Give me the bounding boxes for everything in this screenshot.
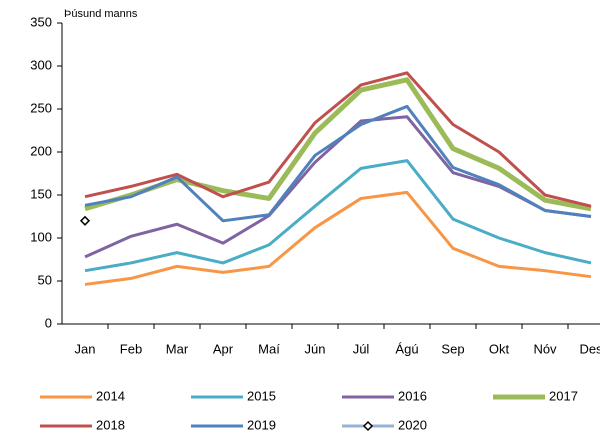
y-axis-label: Þúsund manns bbox=[64, 8, 138, 20]
x-tick-label: Maí bbox=[258, 341, 280, 356]
legend-marker bbox=[362, 420, 374, 432]
series-line bbox=[84, 71, 592, 208]
y-tick-label: 50 bbox=[38, 272, 52, 287]
series-line bbox=[84, 159, 592, 273]
y-tick-label: 250 bbox=[30, 100, 52, 115]
x-tick-label: Júl bbox=[353, 341, 370, 356]
y-tick-label: 200 bbox=[30, 143, 52, 158]
legend-label: 2018 bbox=[96, 417, 125, 432]
legend-label: 2014 bbox=[96, 388, 125, 403]
legend-label: 2019 bbox=[247, 417, 276, 432]
x-tick-label: Ágú bbox=[395, 341, 418, 356]
legend-label: 2016 bbox=[398, 388, 427, 403]
series-line bbox=[84, 77, 592, 212]
x-tick-label: Okt bbox=[489, 341, 510, 356]
x-tick-label: Jún bbox=[305, 341, 326, 356]
y-tick-label: 350 bbox=[30, 14, 52, 29]
legend-label: 2020 bbox=[398, 417, 427, 432]
x-tick-label: Des bbox=[579, 341, 600, 356]
x-tick-label: Mar bbox=[166, 341, 189, 356]
x-tick-label: Jan bbox=[75, 341, 96, 356]
y-tick-label: 100 bbox=[30, 229, 52, 244]
legend-label: 2017 bbox=[549, 388, 578, 403]
y-tick-label: 300 bbox=[30, 57, 52, 72]
x-tick-label: Sep bbox=[441, 341, 464, 356]
x-tick-label: Apr bbox=[213, 341, 234, 356]
x-tick-label: Nóv bbox=[533, 341, 557, 356]
y-tick-label: 0 bbox=[45, 315, 52, 330]
series-line bbox=[84, 190, 592, 286]
legend-label: 2015 bbox=[247, 388, 276, 403]
x-tick-label: Feb bbox=[120, 341, 142, 356]
y-tick-label: 150 bbox=[30, 186, 52, 201]
series-line bbox=[84, 104, 592, 223]
series-marker bbox=[79, 215, 91, 226]
